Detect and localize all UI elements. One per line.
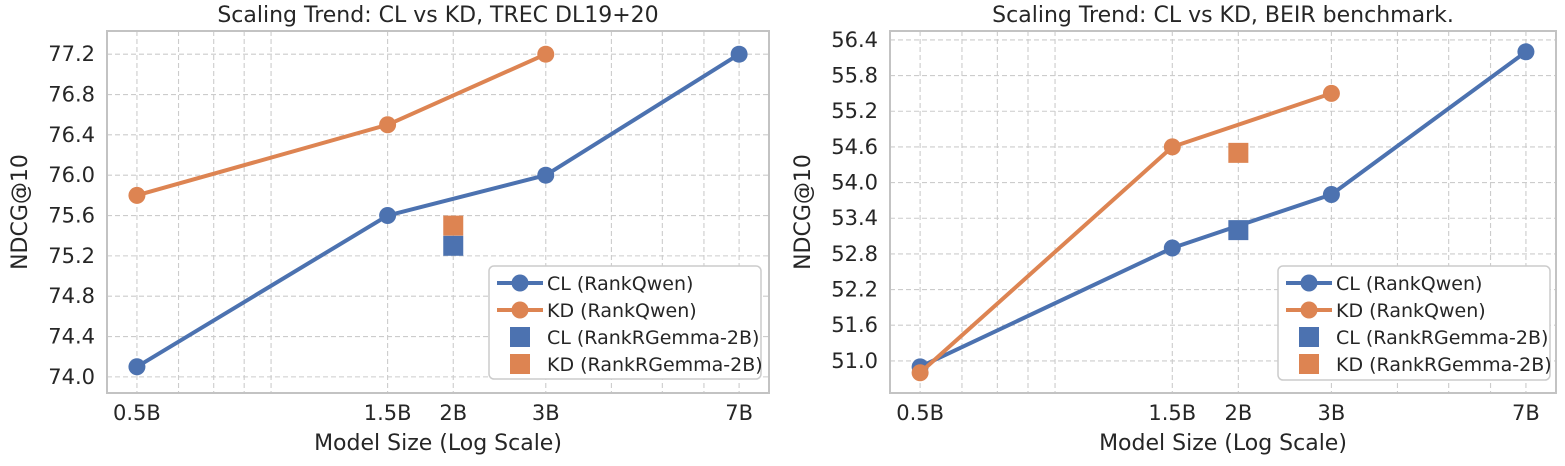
series-line [134,52,548,198]
legend: CL (RankQwen) KD (RankQwen) CL (RankRGemma… [488,265,763,380]
y-tick-label: 76.8 [48,83,95,107]
legend-label: CL (RankRGemma-2B) [1336,327,1548,349]
y-tick-label: 55.2 [831,99,878,123]
data-point-circle [730,45,748,63]
series-cl-rankrgemma-2b [443,235,464,256]
legend-label: CL (RankRGemma-2B) [547,327,759,349]
y-tick-label: 74.0 [48,365,95,389]
y-tick-label: 53.4 [831,206,878,230]
legend-label: KD (RankRGemma-2B) [1336,354,1552,376]
x-tick-label: 0.5B [896,401,944,425]
chart-title: Scaling Trend: CL vs KD, BEIR benchmark. [992,3,1454,28]
chart-title: Scaling Trend: CL vs KD, TREC DL19+20 [217,3,658,28]
series-kd-rankrgemma-2b [1228,142,1249,163]
series-cl-rankqwen [128,45,748,376]
x-tick-label: 7B [725,401,753,425]
data-point-square [1228,220,1249,241]
data-point-square [1228,142,1249,163]
data-point-square [443,235,464,256]
series-kd-rankqwen [911,84,1340,382]
y-tick-label: 74.4 [48,325,95,349]
legend-marker-circle [511,274,529,292]
data-point-circle [1517,43,1535,61]
data-point-circle [537,45,555,63]
y-axis-label: NDCG@10 [8,154,33,270]
legend-marker-circle [1300,274,1318,292]
series-kd-rankqwen [128,45,555,204]
data-point-circle [1322,84,1340,102]
series-cl-rankqwen [911,43,1535,376]
series-line [134,52,742,369]
y-tick-label: 76.0 [48,163,95,187]
legend-marker-square [1299,354,1319,374]
x-tick-label: 3B [532,401,560,425]
y-tick-label: 77.2 [48,42,95,66]
series-line [918,91,1334,375]
y-axis-label: NDCG@10 [791,154,816,270]
y-tick-label: 51.0 [831,349,878,373]
series-kd-rankrgemma-2b [443,215,464,236]
y-tick-label: 55.8 [831,64,878,88]
legend-marker-square [1299,327,1319,347]
legend-label: KD (RankQwen) [547,300,697,322]
x-axis-label: Model Size (Log Scale) [314,431,562,456]
data-point-circle [379,116,397,134]
legend-box [488,265,762,380]
series-line [918,49,1528,369]
data-point-circle [1163,138,1181,156]
y-tick-label: 54.6 [831,135,878,159]
y-tick-label: 54.0 [831,171,878,195]
data-point-square [443,215,464,236]
gridlines [107,31,769,393]
x-tick-label: 2B [1224,401,1252,425]
x-tick-label: 3B [1318,401,1346,425]
y-tick-label: 75.6 [48,204,95,228]
data-point-circle [537,166,555,184]
legend-box [1277,265,1551,381]
data-point-circle [1163,239,1181,257]
y-tick-label: 56.4 [831,28,878,52]
legend: CL (RankQwen) KD (RankQwen) CL (RankRGemma… [1277,265,1552,381]
y-tick-label: 75.2 [48,244,95,268]
x-tick-label: 1.5B [1148,401,1196,425]
data-point-circle [128,186,146,204]
y-tick-label: 52.8 [831,242,878,266]
legend-marker-circle [1300,301,1318,319]
x-tick-label: 1.5B [364,401,412,425]
legend-marker-square [510,354,530,374]
plot-border [889,30,1557,394]
x-tick-label: 2B [439,401,467,425]
y-tick-label: 51.6 [831,313,878,337]
legend-label: KD (RankQwen) [1336,300,1486,322]
legend-label: KD (RankRGemma-2B) [547,354,763,376]
legend-marker-square [510,327,530,347]
y-tick-label: 74.8 [48,284,95,308]
chart-trec: 77.2 76.8 76.4 76.0 75.6 75.2 74.8 74.4 74.0 0.5B… [8,3,770,456]
data-point-circle [128,358,146,376]
chart-beir: 56.4 55.8 55.2 54.6 54.0 53.4 52.8 52.2 51.6 51.0… [791,3,1557,456]
y-tick-label: 76.4 [48,123,95,147]
data-point-circle [1322,185,1340,203]
x-tick-label: 7B [1512,401,1540,425]
x-tick-label: 0.5B [113,401,161,425]
legend-label: CL (RankQwen) [547,273,693,295]
x-axis-label: Model Size (Log Scale) [1099,431,1347,456]
data-point-circle [379,207,397,225]
legend-marker-circle [511,301,529,319]
y-tick-label: 52.2 [831,278,878,302]
data-point-circle [911,364,929,382]
legend-label: CL (RankQwen) [1336,273,1482,295]
series-cl-rankrgemma-2b [1228,220,1249,241]
plot-border [106,30,770,394]
